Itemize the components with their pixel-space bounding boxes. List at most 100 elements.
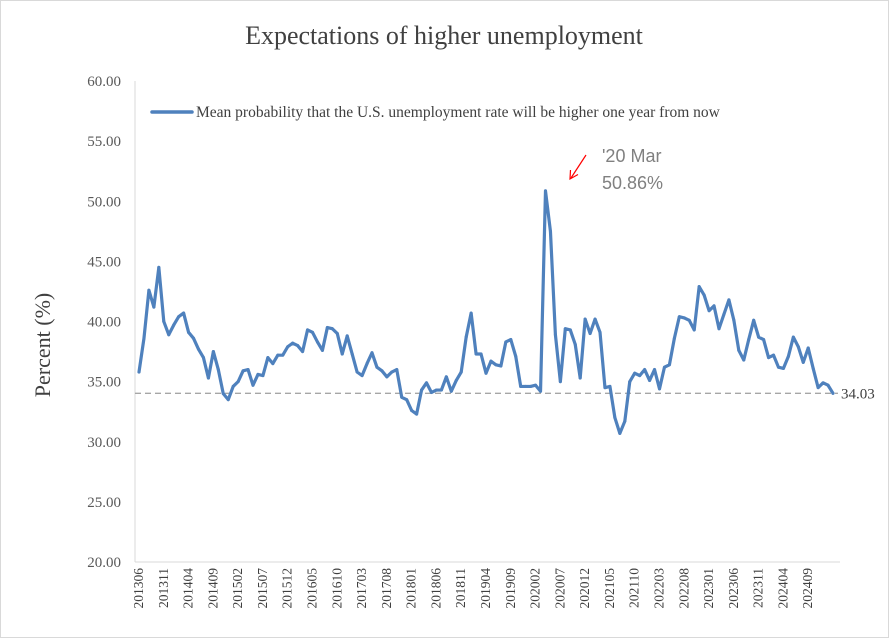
data-point [662, 365, 666, 369]
data-point [653, 368, 657, 372]
data-point [707, 309, 711, 313]
data-point [648, 378, 652, 382]
x-tick-label: 201904 [478, 568, 493, 609]
data-point [464, 335, 468, 339]
x-tick-label: 201703 [354, 568, 369, 609]
x-tick-label: 201306 [131, 568, 146, 609]
data-point [509, 338, 513, 342]
data-point [355, 370, 359, 374]
data-point [370, 351, 374, 355]
data-point [390, 370, 394, 374]
data-point [291, 341, 295, 345]
data-point [519, 384, 523, 388]
data-point [420, 388, 424, 392]
data-point [806, 346, 810, 350]
data-point [325, 326, 329, 330]
data-point [633, 371, 637, 375]
reference-line-group: 34.03 [135, 386, 875, 402]
data-point [672, 336, 676, 340]
annotation-arrow-head [569, 169, 579, 181]
data-point [484, 371, 488, 375]
data-point [697, 285, 701, 289]
data-point [147, 288, 151, 292]
data-point [494, 363, 498, 367]
y-tick-label: 40.00 [87, 315, 121, 331]
data-point [201, 356, 205, 360]
data-point [613, 416, 617, 420]
data-point [499, 364, 503, 368]
annotation-date: '20 Mar [602, 146, 661, 166]
data-point [434, 388, 438, 392]
data-point [335, 332, 339, 336]
y-tick-label: 35.00 [87, 375, 121, 391]
data-point [568, 328, 572, 332]
y-tick-label: 30.00 [87, 435, 121, 451]
data-point [157, 265, 161, 269]
data-point [608, 384, 612, 388]
data-point [826, 383, 830, 387]
data-point [216, 368, 220, 372]
data-point [162, 320, 166, 323]
data-point [196, 347, 200, 351]
x-tick-label: 202203 [652, 568, 667, 609]
data-point [514, 354, 518, 358]
x-tick-label: 202311 [751, 568, 766, 608]
x-tick-label: 202007 [552, 568, 567, 609]
data-point [137, 370, 141, 374]
x-tick-label: 202404 [775, 568, 790, 609]
data-point [276, 353, 280, 357]
data-point [776, 365, 780, 369]
x-tick-label: 201502 [230, 568, 245, 609]
data-point [410, 408, 414, 412]
data-point [360, 374, 364, 378]
data-point [623, 419, 627, 423]
x-tick-label: 201409 [205, 568, 220, 609]
data-point [301, 350, 305, 354]
data-point [281, 353, 285, 357]
data-point [405, 398, 409, 402]
y-axis-ticks: 20.00 25.00 30.00 35.00 40.00 45.00 50.00 55.00… [87, 74, 121, 571]
legend-label: Mean probability that the U.S. unemploym… [196, 104, 721, 121]
data-point [350, 352, 354, 356]
data-point [588, 332, 592, 336]
data-point [732, 318, 736, 322]
data-point [375, 365, 379, 369]
data-point [221, 392, 225, 396]
y-tick-label: 20.00 [87, 555, 121, 571]
annotation-value: 50.86% [602, 173, 663, 193]
data-point [682, 316, 686, 320]
data-point [142, 336, 146, 340]
data-point [286, 345, 290, 349]
data-point [439, 388, 443, 392]
data-point [762, 338, 766, 342]
data-point [548, 229, 552, 233]
data-point [489, 359, 493, 363]
x-tick-label: 202002 [528, 568, 543, 609]
data-point [296, 344, 300, 348]
data-point [231, 384, 235, 388]
data-point [459, 370, 463, 374]
x-tick-label: 202409 [800, 568, 815, 609]
data-point [816, 386, 820, 390]
data-point [429, 390, 433, 394]
data-point [251, 383, 255, 387]
data-point [801, 360, 805, 364]
data-point [340, 352, 344, 356]
x-tick-label: 201610 [329, 568, 344, 609]
data-point [717, 327, 721, 331]
data-point [187, 330, 191, 334]
data-point [182, 311, 186, 315]
data-point [539, 389, 543, 393]
data-point [727, 298, 731, 302]
data-point [593, 317, 597, 321]
data-point [236, 380, 240, 384]
x-tick-label: 202012 [577, 568, 592, 609]
data-point [643, 368, 647, 372]
x-tick-label: 201311 [156, 568, 171, 608]
data-point [206, 376, 210, 380]
legend: Mean probability that the U.S. unemploym… [150, 104, 721, 121]
x-tick-label: 201801 [404, 568, 419, 609]
x-tick-label: 201512 [280, 568, 295, 609]
